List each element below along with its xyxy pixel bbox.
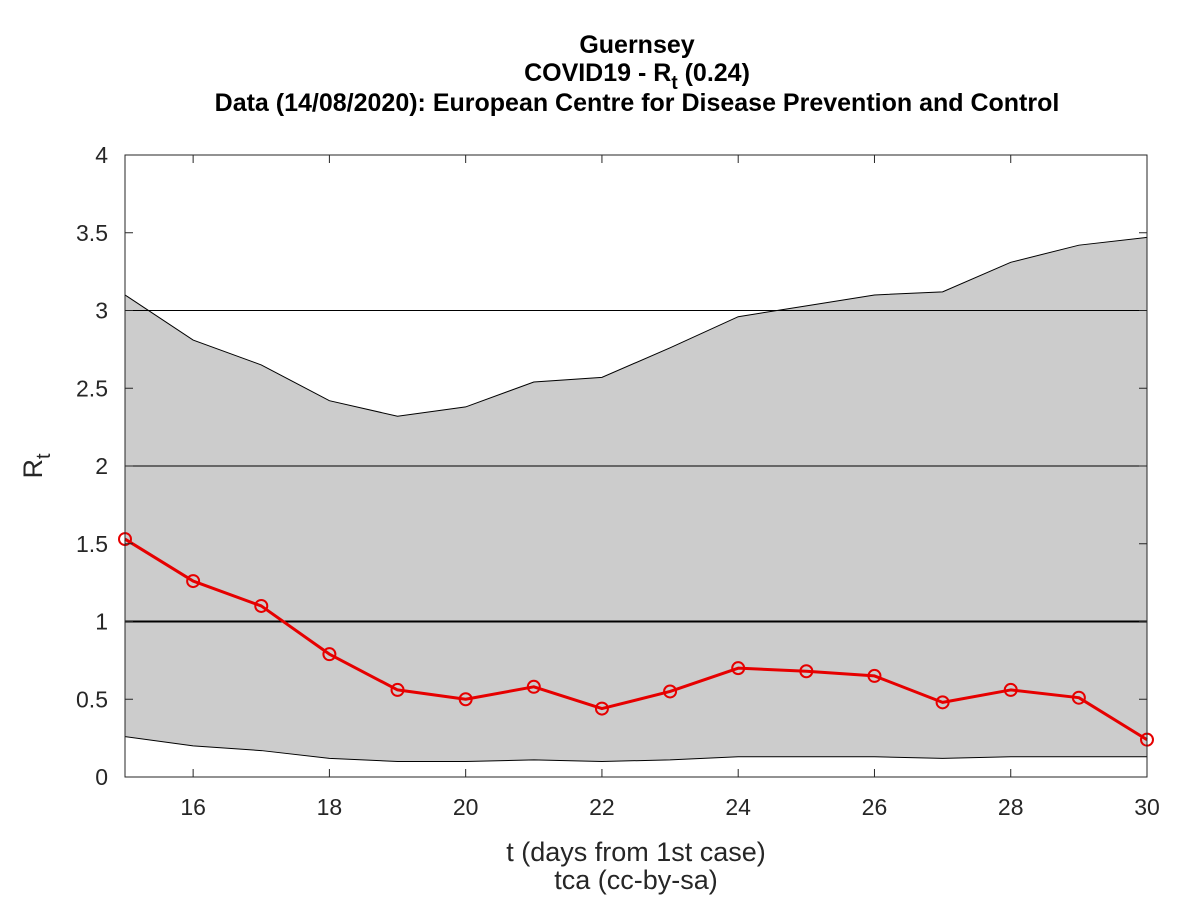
chart-title-line3: Data (14/08/2020): European Centre for D… [215, 89, 1060, 117]
ticks-layer: 16 18 20 22 24 26 28 30 0 0.5 1 1.5 2 2.5 3 3.5 4 [76, 142, 1160, 820]
band-upper-edge [124, 236, 1148, 417]
y-tick-label: 2 [95, 453, 108, 479]
rt-data-point [594, 701, 609, 716]
x-tick-label: 16 [180, 794, 206, 820]
x-tick-label: 28 [998, 794, 1024, 820]
rt-data-point [1003, 682, 1018, 697]
y-tick-label: 3.5 [76, 220, 108, 246]
confidence-band [125, 237, 1147, 762]
rt-data-point [458, 692, 473, 707]
x-axis-label: t (days from 1st case) [506, 837, 766, 867]
chart-title-line2-sub: t [671, 73, 678, 94]
x-tick-label: 24 [725, 794, 751, 820]
chart-title-line2: COVID19 - Rt (0.24) [524, 59, 750, 94]
y-tick-label: 1.5 [76, 531, 108, 557]
rt-data-point [322, 647, 337, 662]
rt-data-point [731, 661, 746, 676]
confidence-band-layer [124, 236, 1148, 762]
credit-label: tca (cc-by-sa) [554, 865, 718, 895]
chart-title-line1: Guernsey [579, 31, 694, 59]
chart-title-line2-prefix: COVID19 - R [524, 59, 671, 87]
rt-series-line [124, 537, 1148, 741]
rt-data-point [390, 682, 405, 697]
y-tick-label: 1 [95, 609, 108, 635]
y-axis-label-sub: t [33, 453, 55, 459]
x-tick-label: 22 [589, 794, 615, 820]
y-axis-label-main: R [18, 459, 48, 479]
x-tick-label: 30 [1134, 794, 1160, 820]
y-axis-label: Rt [18, 453, 55, 479]
y-tick-label: 3 [95, 298, 108, 324]
rt-data-point [663, 684, 678, 699]
x-tick-label: 26 [862, 794, 888, 820]
y-tick-label: 0.5 [76, 686, 108, 712]
y-tick-label: 2.5 [76, 375, 108, 401]
rt-data-point [186, 574, 201, 589]
rt-data-point [799, 664, 814, 679]
band-lower-edge [124, 736, 1147, 762]
x-tick-label: 20 [453, 794, 479, 820]
rt-data-point [867, 668, 882, 683]
chart-title-line2-suffix: (0.24) [678, 59, 750, 87]
rt-data-point [254, 598, 269, 613]
rt-data-point [935, 695, 950, 710]
y-tick-label: 0 [95, 764, 108, 790]
rt-data-point [1071, 690, 1086, 705]
grid-layer [125, 310, 1147, 623]
y-tick-label: 4 [95, 142, 108, 168]
x-tick-label: 18 [317, 794, 343, 820]
rt-data-point [526, 679, 541, 694]
